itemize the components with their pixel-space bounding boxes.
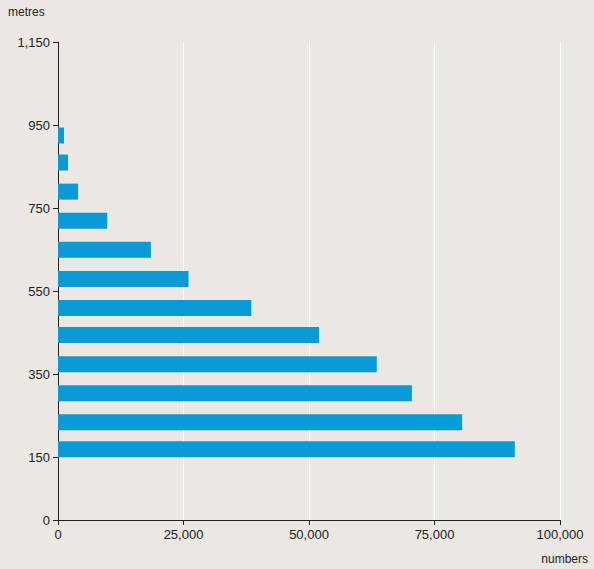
svg-text:25,000: 25,000 xyxy=(164,527,204,542)
svg-text:350: 350 xyxy=(28,367,50,382)
svg-text:numbers: numbers xyxy=(541,552,588,566)
svg-text:950: 950 xyxy=(28,118,50,133)
svg-text:150: 150 xyxy=(28,450,50,465)
svg-text:100,000: 100,000 xyxy=(537,527,584,542)
svg-text:750: 750 xyxy=(28,201,50,216)
svg-text:0: 0 xyxy=(54,527,61,542)
svg-text:1,150: 1,150 xyxy=(17,35,50,50)
svg-text:75,000: 75,000 xyxy=(415,527,455,542)
svg-text:50,000: 50,000 xyxy=(289,527,329,542)
svg-text:metres: metres xyxy=(8,5,45,19)
svg-text:0: 0 xyxy=(43,513,50,528)
svg-text:550: 550 xyxy=(28,284,50,299)
